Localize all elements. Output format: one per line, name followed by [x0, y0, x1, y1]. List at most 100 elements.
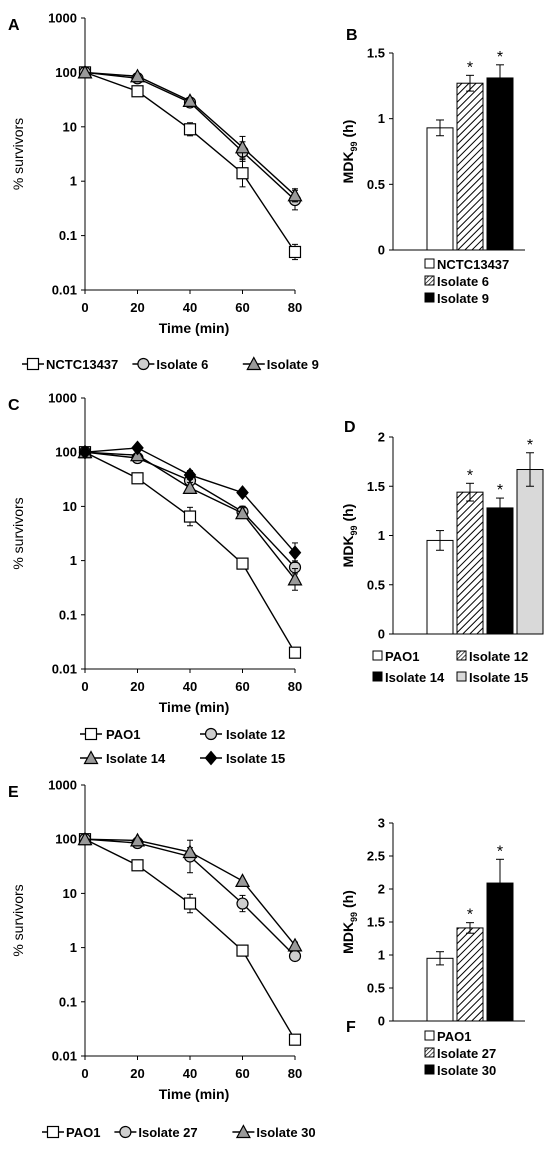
legend-label: Isolate 14: [106, 751, 166, 766]
legend-swatch: [424, 258, 435, 269]
legend-swatch: [424, 1030, 435, 1041]
data-point: [288, 646, 302, 659]
legend: NCTC13437 Isolate 6 Isolate 9: [22, 356, 319, 372]
legend-swatch: [424, 1047, 435, 1058]
series-isolate-15: [78, 440, 302, 563]
y-tick-label: 2: [378, 882, 385, 897]
y-tick-label: 0.1: [59, 228, 77, 243]
y-tick-label: 0.01: [52, 1049, 77, 1064]
y-tick-label: 1000: [48, 11, 77, 26]
y-axis-label: % survivors: [10, 118, 26, 190]
legend-swatch: [456, 650, 467, 661]
legend-label: Isolate 9: [267, 357, 319, 372]
bar: [456, 82, 484, 251]
bar-isolate-14: *: [486, 482, 514, 635]
bar: [426, 127, 454, 251]
x-tick-label: 80: [288, 300, 302, 315]
legend-label: PAO1: [66, 1125, 100, 1140]
legend-marker: [246, 356, 262, 371]
x-tick-label: 60: [235, 679, 249, 694]
significance-star: *: [497, 49, 503, 66]
bar-isolate-12: *: [456, 467, 484, 635]
y-tick-label: 1: [378, 948, 385, 963]
bar-chart-b: B 0 0.5 1 1.5 MDK99 (h) * * NCTC13437 Isolate 6 Is…: [340, 27, 525, 306]
data-point: [287, 937, 303, 952]
y-tick-label: 10: [63, 119, 77, 134]
data-point: [236, 167, 249, 180]
legend-label: Isolate 6: [156, 357, 208, 372]
x-tick-label: 40: [183, 1066, 197, 1081]
data-point: [236, 897, 249, 910]
y-tick-label: 0: [378, 627, 385, 642]
panel-letter: A: [8, 17, 20, 34]
data-point: [234, 139, 251, 154]
bar: [426, 957, 454, 1022]
x-axis-label: Time (min): [159, 699, 230, 715]
legend-swatch: [424, 275, 435, 286]
line-chart-c: C 0.01 0.1 1 10 100 1000 0 20 40 60 80 Time (min) % s…: [8, 391, 303, 766]
legend-marker: [204, 750, 218, 766]
x-tick-label: 60: [235, 1066, 249, 1081]
data-point: [287, 187, 303, 202]
y-axis-label: MDK99 (h): [340, 120, 359, 184]
legend: PAO1 Isolate 27 Isolate 30: [42, 1124, 316, 1140]
legend-marker: [137, 357, 150, 371]
legend-swatch: [424, 292, 435, 303]
legend-label: Isolate 15: [226, 751, 285, 766]
legend-marker: [235, 1124, 251, 1139]
x-tick-label: 20: [130, 679, 144, 694]
data-point: [131, 472, 144, 485]
legend-label: PAO1: [106, 727, 140, 742]
data-point: [183, 510, 197, 523]
line-chart-e: E 0.01 0.1 1 10 100 1000 0 20 40 60 80 Time (min) % s…: [8, 778, 316, 1141]
legend-marker: [119, 1125, 132, 1139]
panel-letter: E: [8, 784, 19, 801]
data-point: [129, 832, 146, 847]
bar-nctc13437: [426, 119, 454, 251]
y-tick-label: 100: [55, 832, 77, 847]
data-point: [78, 444, 92, 460]
series-isolate-6: [78, 66, 302, 211]
bar-isolate-9: *: [486, 49, 514, 251]
legend-label: NCTC13437: [46, 357, 118, 372]
data-point: [236, 485, 249, 500]
legend-label: Isolate 30: [437, 1063, 496, 1078]
x-tick-label: 40: [183, 300, 197, 315]
bar-chart-d: D 0 0.5 1 1.5 2 MDK99 (h) * * * PAO1 Isolate 12 Isol…: [340, 419, 544, 685]
legend-marker: [84, 727, 98, 741]
data-point: [287, 571, 303, 586]
y-tick-label: 2.5: [367, 849, 385, 864]
data-point: [234, 873, 251, 888]
legend-label: NCTC13437: [437, 257, 509, 272]
bar-isolate-6: *: [456, 59, 484, 251]
y-tick-label: 1: [378, 111, 385, 126]
y-tick-label: 1.5: [367, 46, 385, 61]
y-tick-label: 2: [378, 430, 385, 445]
legend-label: Isolate 6: [437, 274, 489, 289]
legend-label: Isolate 30: [256, 1125, 315, 1140]
data-point: [77, 831, 93, 846]
bar: [486, 507, 514, 635]
data-point: [129, 68, 146, 83]
y-axis-label: MDK99 (h): [340, 504, 359, 568]
legend-label: PAO1: [385, 649, 419, 664]
data-point: [288, 545, 302, 561]
significance-star: *: [467, 59, 473, 76]
legend: PAO1 Isolate 27 Isolate 30: [424, 1029, 496, 1078]
y-tick-label: 0: [378, 1014, 385, 1029]
y-tick-label: 10: [63, 499, 77, 514]
y-tick-label: 0.1: [59, 607, 77, 622]
panel-letter: F: [346, 1019, 356, 1036]
legend-marker: [46, 1125, 60, 1139]
y-tick-label: 1: [70, 940, 77, 955]
y-tick-label: 0.1: [59, 994, 77, 1009]
significance-star: *: [497, 843, 503, 860]
legend: NCTC13437 Isolate 6 Isolate 9: [424, 257, 509, 306]
data-point: [183, 897, 197, 910]
panel-letter: D: [344, 419, 356, 436]
y-tick-label: 1: [70, 174, 77, 189]
legend-marker: [26, 357, 40, 371]
x-axis-label: Time (min): [159, 1086, 230, 1102]
legend-marker: [83, 750, 99, 765]
